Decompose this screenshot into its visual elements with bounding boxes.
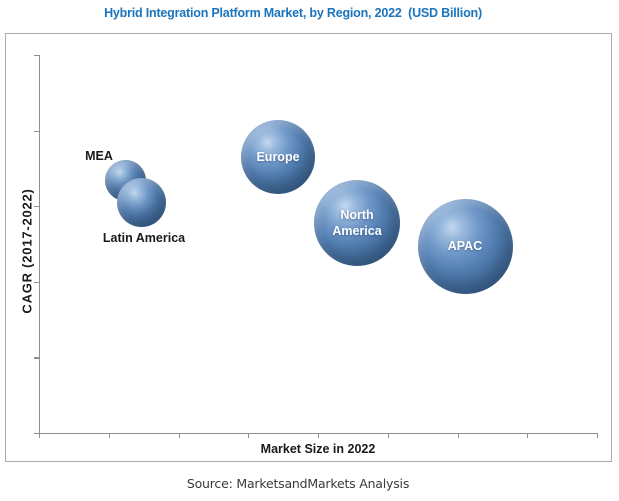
x-axis-tick	[457, 433, 459, 438]
y-axis	[39, 55, 41, 433]
x-axis-tick	[248, 433, 250, 438]
bubble-label-apac: APAC	[447, 239, 483, 253]
y-axis-tick	[34, 130, 39, 132]
y-axis-tick	[34, 281, 39, 283]
y-axis-title: CAGR (2017-2022)	[19, 188, 35, 314]
y-axis-tick	[34, 55, 39, 57]
bubble-latin-america	[116, 177, 166, 227]
region-label-mea: MEA	[85, 149, 113, 163]
bubble-europe: Europe	[241, 120, 315, 194]
x-axis-tick	[387, 433, 389, 438]
bubble-label-north-america: North America	[332, 208, 382, 238]
y-axis-tick	[34, 357, 39, 359]
x-axis-tick	[318, 433, 320, 438]
x-axis-tick	[527, 433, 529, 438]
bubble-north-america: North America	[314, 180, 400, 266]
region-label-latin-america: Latin America	[102, 231, 186, 245]
x-axis-title: Market Size in 2022	[260, 442, 376, 456]
x-axis-tick	[178, 433, 180, 438]
y-axis-tick	[34, 433, 39, 435]
chart-title: Hybrid Integration Platform Market, by R…	[104, 6, 482, 20]
x-axis-tick	[597, 433, 599, 438]
x-axis-tick	[108, 433, 110, 438]
bubble-apac: APAC	[417, 198, 513, 294]
y-axis-tick	[34, 206, 39, 208]
bubble-label-europe: Europe	[256, 150, 300, 164]
source-note: Source: MarketsandMarkets Analysis	[186, 476, 410, 491]
plot-frame	[5, 33, 612, 462]
x-axis-tick	[39, 433, 41, 438]
